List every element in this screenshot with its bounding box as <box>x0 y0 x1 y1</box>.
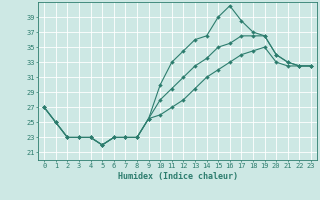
X-axis label: Humidex (Indice chaleur): Humidex (Indice chaleur) <box>118 172 238 181</box>
